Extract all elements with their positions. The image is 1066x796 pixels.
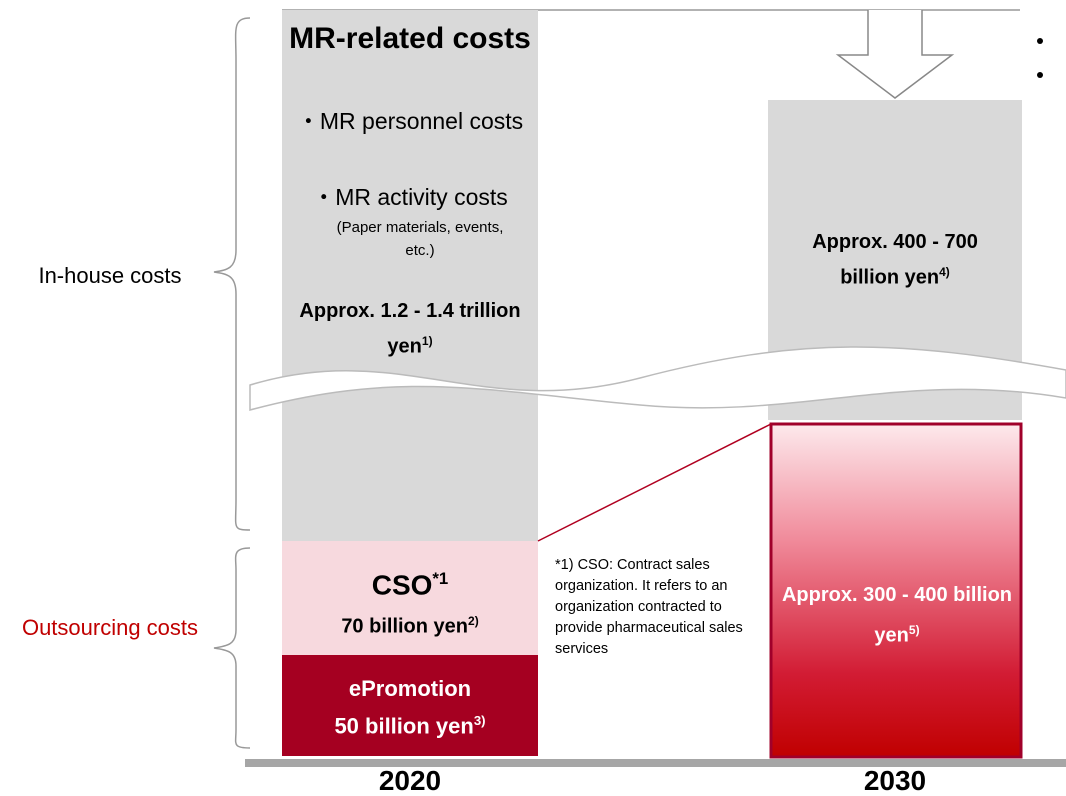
amount: Approx. 400 - 700 billion yen4) [790, 227, 1000, 293]
note: 3) [473, 713, 486, 728]
amount: Approx. 300 - 400 billion yen5) [772, 578, 1022, 654]
note: 4) [939, 265, 950, 279]
year-label: 2020 [378, 765, 442, 796]
amount: 50 billion yen3) [282, 706, 538, 741]
amount-text: Approx. 1.2 - 1.4 trillion yen [299, 300, 521, 358]
amount: 70 billion yen2) [282, 606, 538, 642]
cso-text: CSO [371, 569, 433, 601]
amount: Approx. 1.2 - 1.4 trillion yen1) [282, 296, 538, 362]
cso-label: CSO*1 [282, 562, 538, 602]
mr-item-detail: (Paper materials, events, etc.) [336, 219, 504, 259]
amount-text: Approx. 400 - 700 billion yen [812, 231, 978, 289]
note: 2) [468, 614, 479, 628]
note: 1) [421, 334, 433, 348]
year-label: 2030 [863, 765, 927, 796]
amount-text: 50 billion yen [334, 713, 474, 739]
mr-item: ・MR personnel costs [296, 108, 524, 134]
note: 5) [908, 623, 920, 637]
amount-text: Approx. 300 - 400 billion yen [781, 584, 1013, 647]
footnote: *1) CSO: Contract sales organization. It… [555, 557, 743, 657]
note: *1 [432, 569, 449, 588]
amount-text: 70 billion yen [341, 615, 469, 638]
outsourcing-label: Outsourcing costs [21, 615, 199, 640]
in-house-label: In-house costs [38, 263, 182, 288]
mr-title: MR-related costs [289, 22, 531, 55]
mr-item: ・MR activity costs [312, 184, 508, 210]
epromotion-label: ePromotion [348, 676, 472, 701]
